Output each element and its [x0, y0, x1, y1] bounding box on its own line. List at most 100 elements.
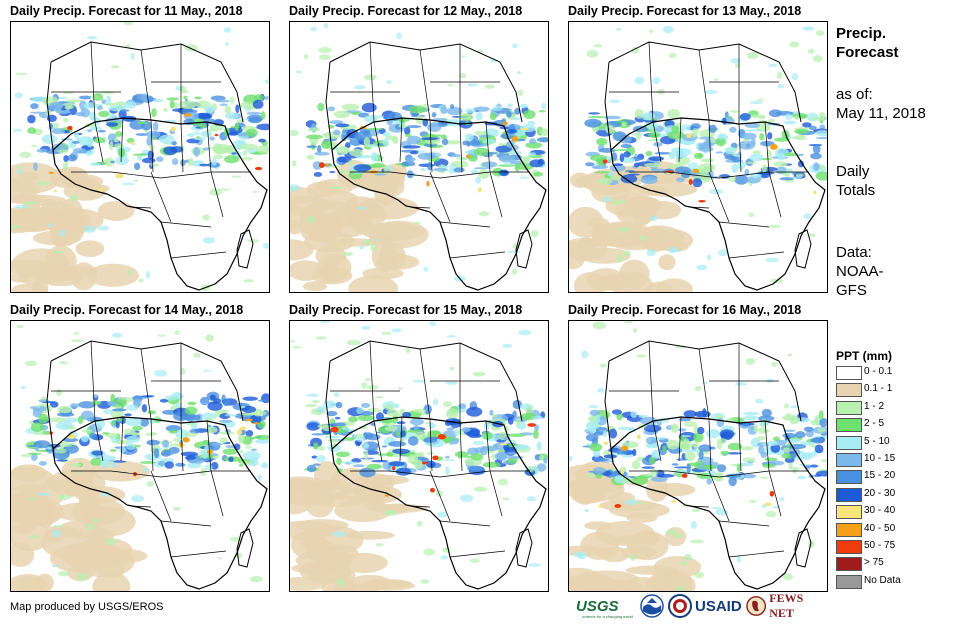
rain-cell: [304, 54, 309, 60]
rain-cell: [362, 130, 371, 136]
rain-cell: [341, 251, 354, 256]
rain-cell: [581, 350, 589, 359]
rain-cell: [106, 95, 112, 106]
rain-cell: [376, 453, 391, 456]
country-border: [459, 422, 463, 472]
rain-cell: [290, 340, 295, 343]
rain-cell: [741, 446, 754, 451]
rain-cell: [172, 506, 181, 511]
country-border: [419, 348, 431, 420]
country-border: [489, 171, 503, 218]
rain-cell: [784, 113, 793, 121]
rain-cell: [222, 398, 231, 407]
rain-cell: [79, 100, 87, 111]
rain-cell: [599, 363, 607, 368]
rain-cell: [201, 412, 217, 421]
rain-cell: [184, 455, 197, 460]
rain-cell: [416, 520, 423, 527]
country-border: [449, 550, 506, 558]
rain-cell: [491, 414, 498, 418]
rain-cell: [164, 461, 175, 469]
rain-cell: [756, 435, 767, 441]
rain-cell: [240, 461, 252, 465]
country-border: [688, 206, 710, 209]
rain-cell: [758, 445, 765, 455]
rain-cell: [76, 470, 81, 475]
rain-cell: [616, 254, 624, 262]
rain-cell: [634, 76, 645, 85]
rain-cell: [797, 475, 807, 480]
rain-cell: [610, 174, 620, 181]
rain-cell: [125, 404, 139, 412]
rain-cell: [671, 125, 679, 133]
rain-cell: [86, 137, 94, 148]
rain-cell: [632, 475, 649, 485]
rain-cell: [73, 131, 80, 139]
rain-cell: [306, 422, 321, 431]
rain-cell: [228, 456, 234, 462]
rain-cell: [396, 421, 406, 425]
rain-cell: [492, 444, 499, 447]
rain-cell: [210, 95, 226, 101]
rain-cell: [355, 436, 366, 442]
rain-cell: [295, 70, 303, 74]
coastline: [604, 61, 612, 151]
rain-cell: [27, 127, 37, 134]
rain-cell: [803, 213, 812, 220]
rain-cell: [62, 437, 79, 443]
heavy-rain-cell: [511, 136, 519, 142]
rain-cell: [643, 424, 662, 433]
title-line-2: Forecast: [836, 44, 899, 61]
rain-cell: [795, 134, 807, 141]
rain-cell: [536, 137, 548, 143]
rain-cell: [388, 461, 405, 467]
panel-title: Daily Precip. Forecast for 11 May., 2018: [10, 4, 243, 18]
rain-cell: [608, 428, 618, 439]
africa-map-svg: [290, 22, 548, 292]
dry-patch: [53, 502, 110, 522]
rain-cell: [47, 223, 54, 227]
rain-cell: [250, 412, 256, 415]
rain-cell: [157, 460, 166, 467]
rain-cell: [641, 112, 656, 121]
precip-map: [568, 21, 828, 293]
rain-cell: [736, 464, 741, 473]
rain-cell: [121, 182, 136, 186]
rain-cell: [111, 65, 120, 69]
rain-cell: [790, 452, 797, 459]
legend-item: 10 - 15: [836, 451, 961, 468]
rain-cell: [677, 440, 693, 450]
rain-cell: [24, 360, 38, 366]
rain-cell: [207, 401, 223, 411]
country-border: [90, 41, 96, 123]
rain-cell: [463, 455, 472, 458]
rain-cell: [311, 433, 326, 436]
rain-cell: [38, 460, 48, 466]
rain-cell: [648, 156, 665, 162]
rain-cell: [405, 347, 411, 354]
rain-cell: [169, 146, 184, 153]
country-border: [738, 422, 742, 472]
rain-cell: [59, 229, 66, 237]
rain-cell: [706, 478, 713, 485]
rain-cell: [473, 167, 492, 170]
rain-cell: [467, 155, 478, 162]
rain-cell: [638, 414, 648, 418]
rain-cell: [374, 173, 387, 176]
rain-cell: [449, 163, 457, 170]
rain-cell: [435, 152, 441, 157]
rain-cell: [706, 254, 711, 261]
rain-cell: [815, 130, 827, 137]
legend-item: 0.1 - 1: [836, 381, 961, 398]
country-border: [728, 550, 785, 558]
rain-cell: [222, 448, 238, 455]
heavy-rain-cell: [245, 418, 254, 422]
rain-cell: [791, 176, 803, 179]
rain-cell: [629, 553, 637, 561]
rain-cell: [315, 336, 327, 340]
rain-cell: [677, 428, 687, 432]
rain-cell: [184, 406, 198, 415]
rain-cell: [113, 460, 127, 463]
rain-cell: [783, 429, 796, 432]
country-border: [120, 117, 124, 163]
